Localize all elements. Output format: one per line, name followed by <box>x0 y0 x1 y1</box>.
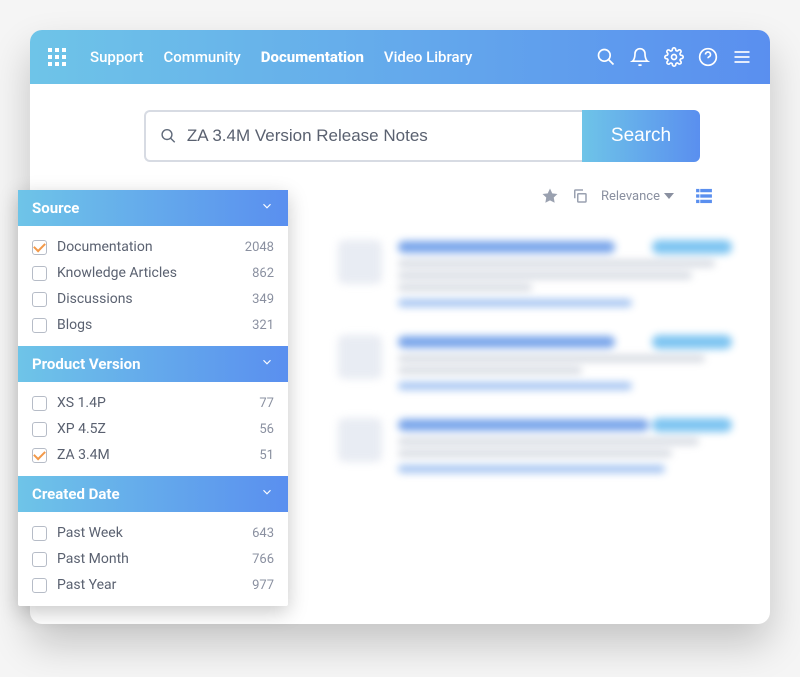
bell-icon[interactable] <box>630 47 650 67</box>
help-icon[interactable] <box>698 47 718 67</box>
facet-item[interactable]: Past Month766 <box>32 546 274 572</box>
topbar: Support Community Documentation Video Li… <box>30 30 770 84</box>
checkbox[interactable] <box>32 318 47 333</box>
view-toggle <box>694 186 740 206</box>
result-thumbnail <box>338 240 382 284</box>
facet-item-count: 51 <box>259 448 274 463</box>
sort-dropdown[interactable]: Relevance <box>601 189 674 204</box>
nav-documentation[interactable]: Documentation <box>261 48 364 66</box>
app-window: Support Community Documentation Video Li… <box>30 30 770 624</box>
checkbox[interactable] <box>32 552 47 567</box>
result-toolbar: Relevance <box>330 186 740 206</box>
facet-item[interactable]: Knowledge Articles862 <box>32 260 274 286</box>
grid-view-button[interactable] <box>720 186 740 206</box>
checkbox[interactable] <box>32 240 47 255</box>
facet-item[interactable]: XP 4.5Z56 <box>32 416 274 442</box>
facet-item[interactable]: ZA 3.4M51 <box>32 442 274 468</box>
facet-title: Product Version <box>32 355 141 373</box>
result-body <box>398 240 732 307</box>
facet-title: Source <box>32 199 79 217</box>
facet-item-label: Blogs <box>57 317 252 333</box>
result-thumbnail <box>338 335 382 379</box>
facet-item-label: Past Week <box>57 525 252 541</box>
topbar-actions <box>596 47 752 67</box>
facet-item-label: ZA 3.4M <box>57 447 259 463</box>
chevron-down-icon <box>260 199 274 217</box>
checkbox[interactable] <box>32 396 47 411</box>
apps-grid-icon[interactable] <box>48 48 66 66</box>
content: Search SourceDocumentation2048Knowledge … <box>30 84 770 624</box>
result-body <box>398 418 732 473</box>
facet-item-label: Knowledge Articles <box>57 265 252 281</box>
checkbox[interactable] <box>32 266 47 281</box>
nav-support[interactable]: Support <box>90 48 143 66</box>
checkbox[interactable] <box>32 422 47 437</box>
facet-item[interactable]: Blogs321 <box>32 312 274 338</box>
copy-icon[interactable] <box>571 187 589 205</box>
facet-item[interactable]: XS 1.4P77 <box>32 390 274 416</box>
list-view-button[interactable] <box>694 186 714 206</box>
facet-body: Documentation2048Knowledge Articles862Di… <box>18 226 288 346</box>
result-thumbnail <box>338 418 382 462</box>
search-input-icon <box>160 127 177 145</box>
facet-item-count: 862 <box>252 266 274 281</box>
facet-item-label: Discussions <box>57 291 252 307</box>
search-box[interactable] <box>144 110 582 162</box>
facet-title: Created Date <box>32 485 120 503</box>
nav-video-library[interactable]: Video Library <box>384 48 473 66</box>
facet-item-count: 321 <box>252 318 274 333</box>
facet-header[interactable]: Source <box>18 190 288 226</box>
facet-item-count: 56 <box>259 422 274 437</box>
sort-label: Relevance <box>601 189 660 204</box>
checkbox[interactable] <box>32 526 47 541</box>
facet-item-label: XP 4.5Z <box>57 421 259 437</box>
facet-item[interactable]: Past Week643 <box>32 520 274 546</box>
checkbox[interactable] <box>32 292 47 307</box>
search-input[interactable] <box>187 126 568 146</box>
menu-icon[interactable] <box>732 47 752 67</box>
facet-item-count: 2048 <box>245 240 274 255</box>
facet-item-count: 766 <box>252 552 274 567</box>
chevron-down-icon <box>664 191 674 201</box>
facet-item-label: Past Month <box>57 551 252 567</box>
facet-panel: SourceDocumentation2048Knowledge Article… <box>18 190 288 606</box>
nav-community[interactable]: Community <box>163 48 240 66</box>
results-area: Relevance <box>330 186 740 487</box>
search-row: Search <box>144 110 700 162</box>
facet-item-count: 977 <box>252 578 274 593</box>
chevron-down-icon <box>260 355 274 373</box>
facet-header[interactable]: Created Date <box>18 476 288 512</box>
nav: Support Community Documentation Video Li… <box>90 48 596 66</box>
facet-item-label: Documentation <box>57 239 245 255</box>
result-item[interactable] <box>330 404 740 487</box>
facet-body: XS 1.4P77XP 4.5Z56ZA 3.4M51 <box>18 382 288 476</box>
chevron-down-icon <box>260 485 274 503</box>
facet-body: Past Week643Past Month766Past Year977 <box>18 512 288 606</box>
facet-item-label: Past Year <box>57 577 252 593</box>
facet-item-label: XS 1.4P <box>57 395 259 411</box>
gear-icon[interactable] <box>664 47 684 67</box>
facet-item[interactable]: Documentation2048 <box>32 234 274 260</box>
search-button[interactable]: Search <box>582 110 700 162</box>
star-icon[interactable] <box>541 187 559 205</box>
checkbox[interactable] <box>32 448 47 463</box>
result-body <box>398 335 732 390</box>
facet-header[interactable]: Product Version <box>18 346 288 382</box>
result-item[interactable] <box>330 226 740 321</box>
facet-item[interactable]: Discussions349 <box>32 286 274 312</box>
facet-item-count: 77 <box>259 396 274 411</box>
facet-item-count: 643 <box>252 526 274 541</box>
checkbox[interactable] <box>32 578 47 593</box>
facet-item-count: 349 <box>252 292 274 307</box>
facet-item[interactable]: Past Year977 <box>32 572 274 598</box>
search-icon[interactable] <box>596 47 616 67</box>
result-item[interactable] <box>330 321 740 404</box>
